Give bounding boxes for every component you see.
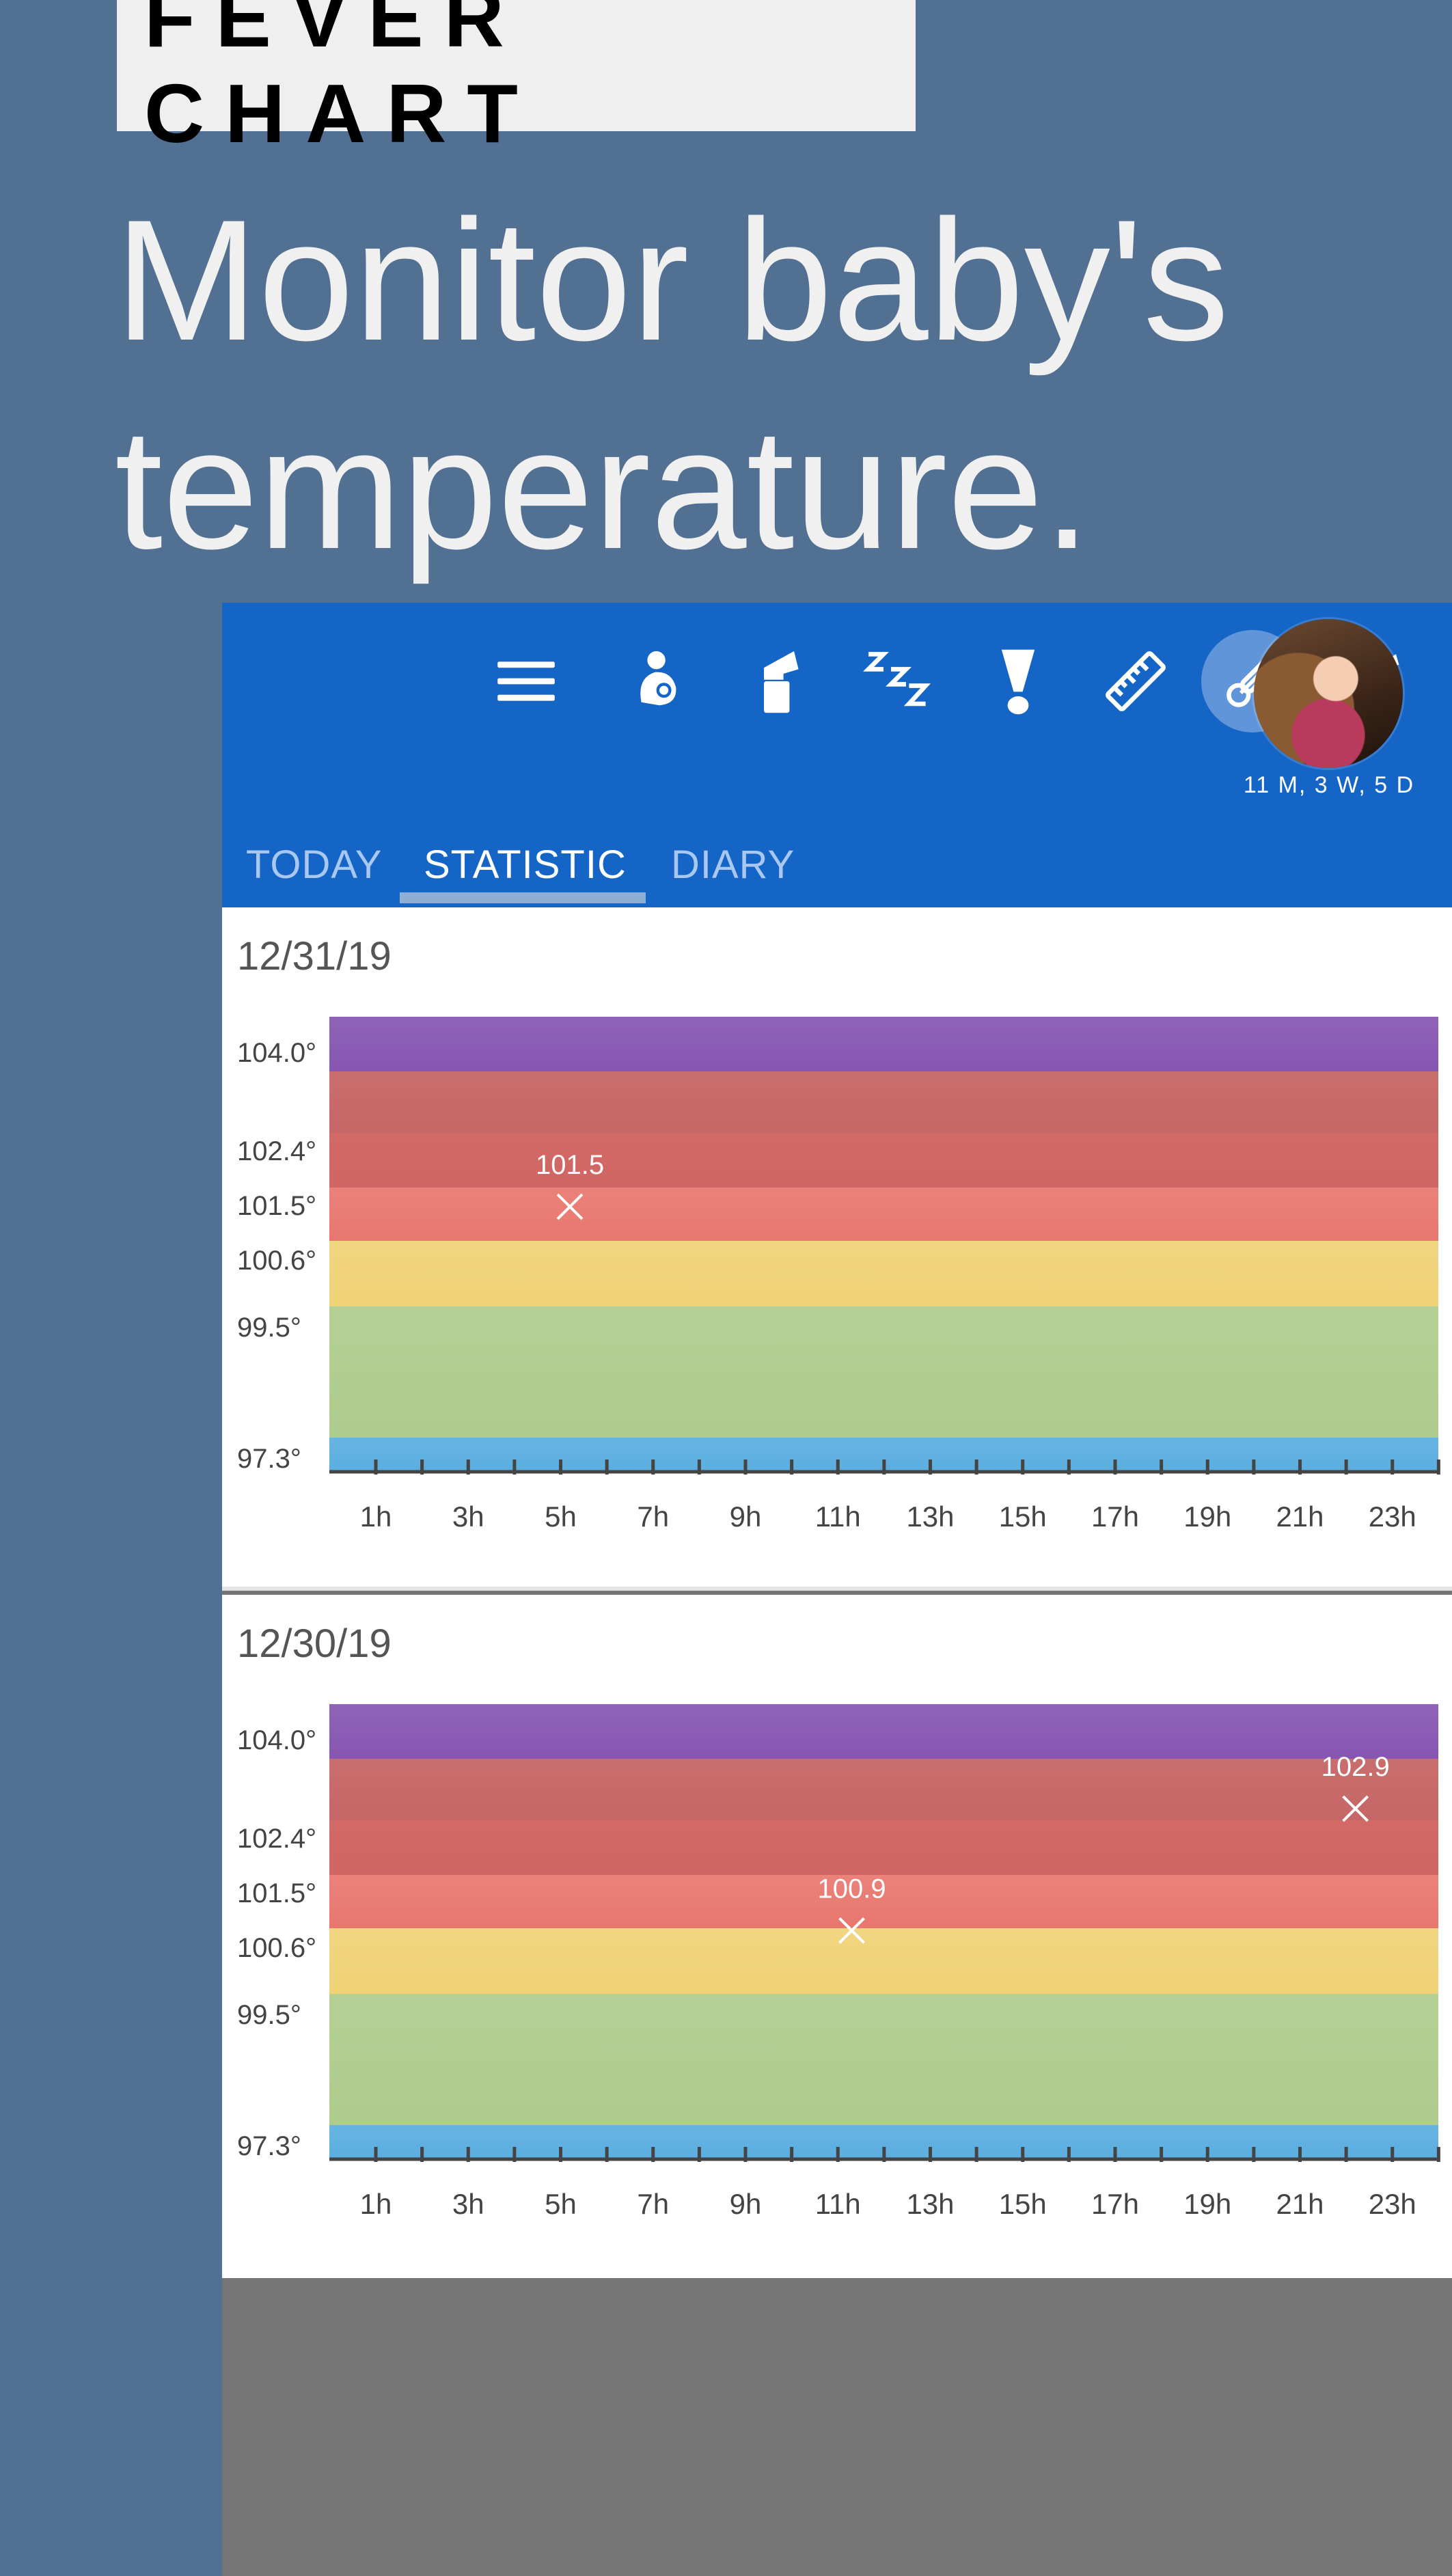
- x-tick-label: 17h: [1091, 1501, 1139, 1533]
- empty-area: [222, 2278, 1452, 2576]
- x-tick-label: 21h: [1276, 1501, 1324, 1533]
- x-tick-label: 5h: [545, 2188, 577, 2220]
- x-tick-label: 11h: [815, 1501, 861, 1533]
- x-tick-label: 9h: [730, 2188, 762, 2220]
- data-label: 101.5: [536, 1150, 604, 1180]
- x-tick-label: 15h: [999, 1501, 1047, 1533]
- y-tick-label: 99.5°: [237, 1313, 301, 1343]
- x-tick-label: 23h: [1369, 1501, 1416, 1533]
- x-tick-label: 3h: [452, 1501, 484, 1533]
- x-tick-label: 13h: [906, 1501, 954, 1533]
- headline-line-1: Monitor baby's: [115, 184, 1229, 376]
- alert-icon[interactable]: [967, 630, 1069, 732]
- data-point: [556, 1193, 584, 1220]
- y-tick-label: 104.0°: [237, 1725, 316, 1755]
- temperature-chart: 104.0° 102.4° 101.5° 100.6° 99.5° 97.3° 1h 3h 5h…: [237, 1704, 1440, 2220]
- app-screen: 11 M, 3 W, 5 D TODAY STATISTIC DIARY 12/…: [222, 603, 1452, 2576]
- temperature-chart: 104.0° 102.4° 101.5° 100.6° 99.5° 97.3° 1h 3h 5h…: [237, 1017, 1440, 1533]
- avatar[interactable]: [1254, 619, 1403, 768]
- x-tick-label: 17h: [1091, 2188, 1139, 2220]
- child-age: 11 M, 3 W, 5 D: [1243, 772, 1415, 798]
- feeding-icon[interactable]: [608, 630, 711, 732]
- y-tick-label: 104.0°: [237, 1038, 316, 1068]
- title-banner: FEVER CHART: [117, 0, 916, 160]
- date-label: 12/30/19: [237, 1621, 392, 1666]
- y-tick-label: 102.4°: [237, 1824, 316, 1854]
- x-tick-label: 15h: [999, 2188, 1047, 2220]
- y-tick-label: 101.5°: [237, 1191, 316, 1221]
- temperature-band: [329, 1704, 1438, 1759]
- temperature-band: [329, 1820, 1438, 1875]
- x-tick-label: 1h: [360, 2188, 392, 2220]
- x-tick-label: 5h: [545, 1501, 577, 1533]
- x-tick-label: 3h: [452, 2188, 484, 2220]
- temperature-band: [329, 1188, 1438, 1241]
- y-tick-label: 99.5°: [237, 2000, 301, 2030]
- temperature-band: [329, 1017, 1438, 1071]
- x-tick-label: 21h: [1276, 2188, 1324, 2220]
- headline-line-2: temperature.: [115, 393, 1091, 585]
- y-tick-label: 102.4°: [237, 1136, 316, 1166]
- tab-statistic[interactable]: STATISTIC: [424, 842, 627, 887]
- y-tick-label: 100.6°: [237, 1246, 316, 1276]
- y-tick-label: 101.5°: [237, 1878, 316, 1908]
- top-toolbar: 11 M, 3 W, 5 D TODAY STATISTIC DIARY: [222, 603, 1452, 907]
- banner-label: FEVER CHART: [144, 0, 538, 160]
- x-tick-label: 19h: [1183, 1501, 1231, 1533]
- data-label: 100.9: [817, 1874, 886, 1904]
- temperature-band: [329, 1306, 1438, 1438]
- temperature-band: [329, 1994, 1438, 2125]
- headline: Monitor baby's temperature.: [115, 176, 1413, 593]
- tab-today[interactable]: TODAY: [246, 842, 383, 887]
- x-tick-label: 7h: [637, 2188, 669, 2220]
- day-card: 12/31/19 104.0° 102.4° 101.5° 100.6° 99.5° 97…: [222, 907, 1452, 1591]
- tab-indicator: [400, 892, 646, 903]
- sleep-icon[interactable]: [847, 630, 950, 732]
- tab-bar: TODAY STATISTIC DIARY: [222, 821, 1452, 907]
- temperature-band: [329, 1928, 1438, 1994]
- x-tick-label: 9h: [730, 1501, 762, 1533]
- data-point: [838, 1917, 865, 1944]
- temperature-band: [329, 1133, 1438, 1188]
- y-tick-label: 100.6°: [237, 1933, 316, 1963]
- data-label: 102.9: [1321, 1752, 1390, 1782]
- y-tick-label: 97.3°: [237, 2131, 301, 2161]
- x-tick-label: 7h: [637, 1501, 669, 1533]
- day-card: 12/30/19 104.0° 102.4° 101.5° 100.6° 99.5° 97…: [222, 1595, 1452, 2278]
- pump-icon[interactable]: [728, 630, 830, 732]
- temperature-band: [329, 1241, 1438, 1306]
- temperature-band: [329, 1875, 1438, 1928]
- tab-diary[interactable]: DIARY: [671, 842, 795, 887]
- x-tick-label: 11h: [815, 2188, 861, 2220]
- x-tick-label: 23h: [1369, 2188, 1416, 2220]
- x-tick-label: 13h: [906, 2188, 954, 2220]
- ruler-icon[interactable]: [1084, 630, 1187, 732]
- date-label: 12/31/19: [237, 934, 392, 978]
- divider: [222, 1587, 1452, 1591]
- y-tick-label: 97.3°: [237, 1444, 301, 1474]
- menu-icon[interactable]: [475, 630, 577, 732]
- x-tick-label: 19h: [1183, 2188, 1231, 2220]
- data-point: [1342, 1795, 1369, 1822]
- x-tick-label: 1h: [360, 1501, 392, 1533]
